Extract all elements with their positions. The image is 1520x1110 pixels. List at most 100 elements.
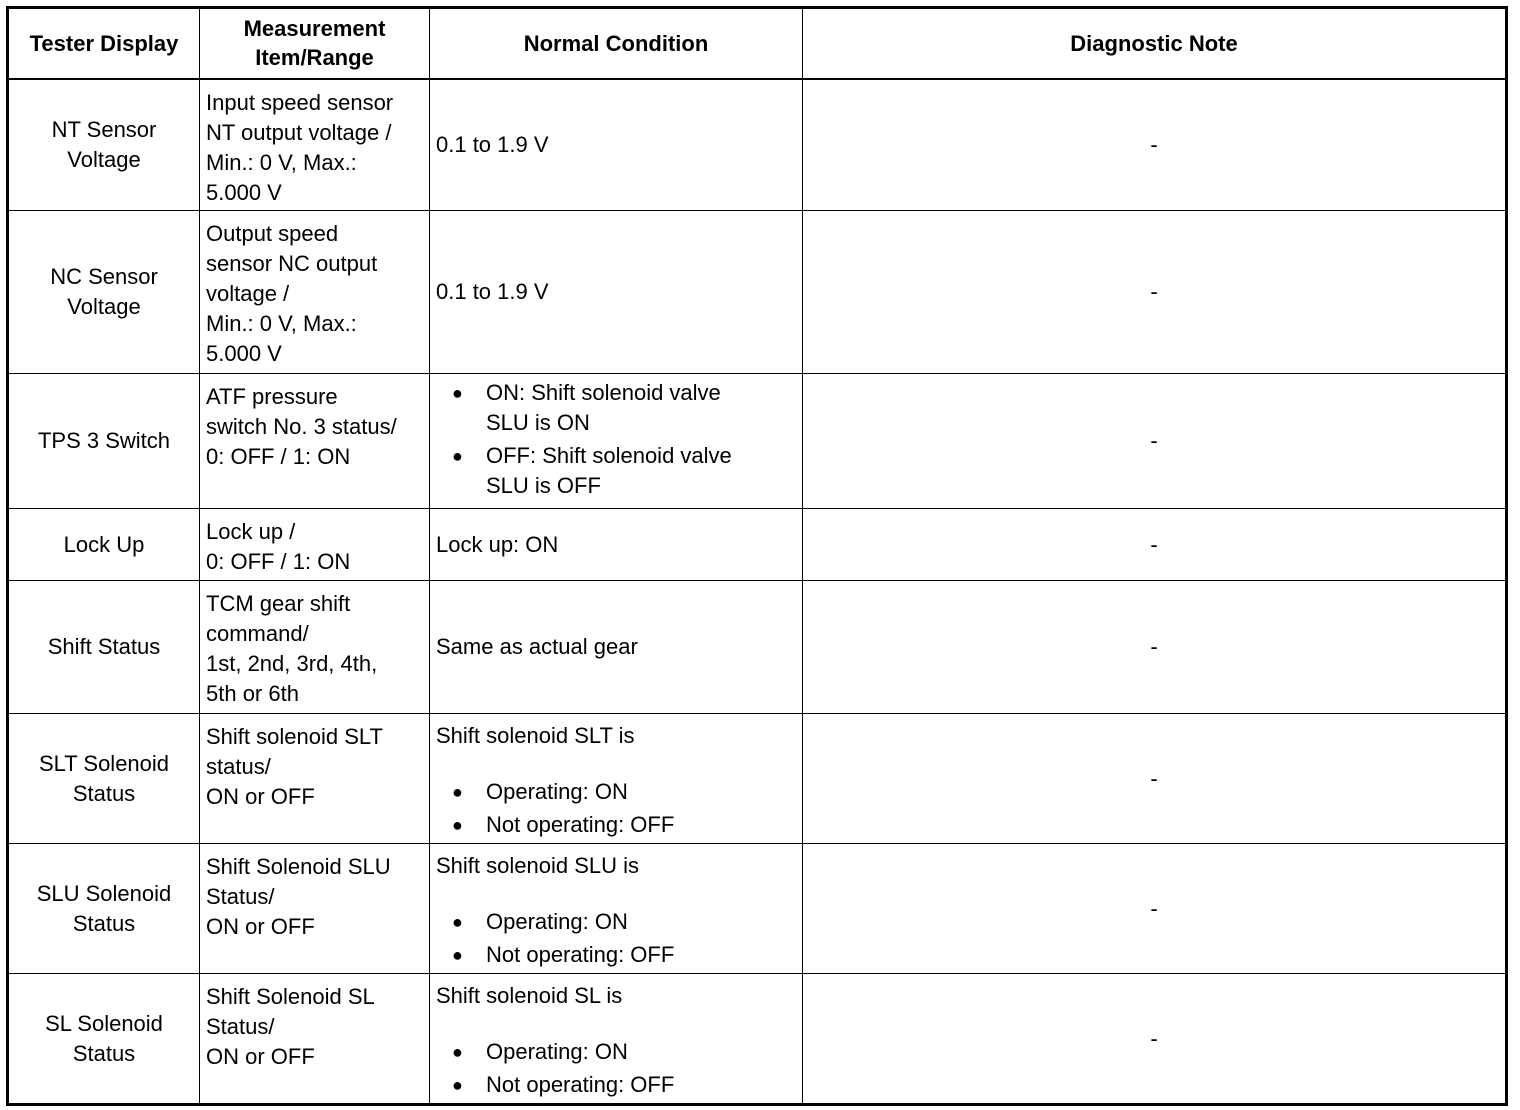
bullet-icon: ● [452, 945, 463, 965]
bullet-list: ● Operating: ON ● Not operating: OFF [436, 1037, 796, 1100]
bullet-line: OFF: Shift solenoid valve [486, 443, 732, 468]
bullet-icon: ● [452, 383, 463, 403]
measurement-cell: TCM gear shift command/1st, 2nd, 3rd, 4th… [199, 580, 430, 714]
measurement-line: ON or OFF [206, 784, 315, 809]
measurement-line: Input speed sensor [206, 89, 394, 115]
normal-condition-cell: Lock up: ON [429, 508, 803, 581]
measurement-line: Shift Solenoid SL [206, 984, 375, 1009]
tester-display-line: NT Sensor [51, 116, 157, 142]
diagnostic-note-cell: - [802, 508, 1507, 581]
measurement-line: Shift Solenoid SLU [206, 854, 391, 879]
measurement-line: 5.000 V [206, 179, 282, 205]
header-diagnostic-note: Diagnostic Note [802, 7, 1507, 80]
measurement-line: voltage / [206, 281, 290, 306]
bullet-item: ● OFF: Shift solenoid valve SLU is OFF [436, 441, 796, 501]
tester-display-line: Lock Up [63, 531, 145, 557]
measurement-line: status/ [206, 754, 271, 779]
normal-condition-intro: Shift solenoid SLT is [436, 723, 635, 748]
measurement-line: sensor NC output [206, 251, 378, 276]
measurement-line: ON or OFF [206, 914, 315, 939]
measurement-cell: Shift Solenoid SL Status/ON or OFF [199, 973, 430, 1105]
tester-display-line: SLT Solenoid [38, 750, 170, 776]
tester-display-cell: TPS 3 Switch [7, 373, 200, 509]
normal-condition-text: 0.1 to 1.9 V [436, 131, 549, 157]
bullet-line: Operating: ON [486, 779, 628, 804]
normal-condition-cell: ● ON: Shift solenoid valve SLU is ON ● OFF: … [429, 373, 803, 509]
measurement-line: Min.: 0 V, Max.: [206, 311, 357, 336]
tester-display-cell: SLT Solenoid Status [7, 713, 200, 844]
bullet-icon: ● [452, 1042, 463, 1062]
normal-condition-intro: Shift solenoid SL is [436, 983, 623, 1008]
tester-display-line: SL Solenoid [45, 1010, 163, 1036]
normal-condition-text: 0.1 to 1.9 V [436, 279, 549, 304]
measurement-line: 0: OFF / 1: ON [206, 549, 351, 574]
table-row: SLT Solenoid Status Shift solenoid SLT stat… [7, 713, 1507, 844]
measurement-line: NT output voltage / [206, 119, 392, 145]
diagnostic-note-cell: - [802, 373, 1507, 509]
bullet-line: Operating: ON [486, 1039, 628, 1064]
bullet-item: ● Not operating: OFF [436, 810, 796, 840]
table-row: NT Sensor Voltage Input speed sensor NT out… [7, 78, 1507, 211]
tester-display-line: Status [72, 910, 136, 936]
bullet-item: ● Not operating: OFF [436, 940, 796, 970]
tester-display-line: SLU Solenoid [36, 880, 172, 906]
tester-display-line: Status [72, 1040, 136, 1066]
bullet-icon: ● [452, 912, 463, 932]
measurement-line: Status/ [206, 1014, 275, 1039]
measurement-cell: Shift Solenoid SLU Status/ON or OFF [199, 843, 430, 974]
table-row: SLU Solenoid Status Shift Solenoid SLU Stat… [7, 843, 1507, 974]
normal-condition-cell: Shift solenoid SLT is ● Operating: ON ● Not … [429, 713, 803, 844]
bullet-list: ● Operating: ON ● Not operating: OFF [436, 777, 796, 840]
diagnostic-note-cell: - [802, 78, 1507, 211]
measurement-line: Shift solenoid SLT [206, 724, 383, 749]
measurement-line: command/ [206, 621, 309, 646]
table-row: Shift Status TCM gear shift command/1st, 2… [7, 580, 1507, 714]
tester-display-line: Status [72, 780, 136, 806]
diagnostic-note-cell: - [802, 843, 1507, 974]
bullet-icon: ● [452, 815, 463, 835]
measurement-line: TCM gear shift [206, 591, 351, 616]
measurement-cell: Lock up / 0: OFF / 1: ON [199, 508, 430, 581]
table-row: Lock Up Lock up / 0: OFF / 1: ON Lock up: O… [7, 508, 1507, 581]
normal-condition-cell: Same as actual gear [429, 580, 803, 714]
bullet-line: Not operating: OFF [486, 942, 675, 967]
bullet-line: Not operating: OFF [486, 812, 675, 837]
bullet-line: Not operating: OFF [486, 1072, 675, 1097]
normal-condition-cell: Shift solenoid SLU is ● Operating: ON ● Not … [429, 843, 803, 974]
header-row: Tester Display Measurement Item/Range No… [7, 7, 1507, 80]
measurement-line: 5.000 V [206, 341, 282, 366]
bullet-item: ● ON: Shift solenoid valve SLU is ON [436, 378, 796, 438]
bullet-icon: ● [452, 1075, 463, 1095]
diagnostic-note-cell: - [802, 580, 1507, 714]
bullet-icon: ● [452, 446, 463, 466]
tester-display-line: Shift Status [47, 634, 161, 659]
table-row: NC Sensor Voltage Output speed sensor NC ou… [7, 210, 1507, 374]
tester-display-line: NC Sensor [50, 264, 158, 289]
tester-display-cell: NC Sensor Voltage [7, 210, 200, 374]
header-normal-condition: Normal Condition [429, 7, 803, 80]
normal-condition-cell: Shift solenoid SL is ● Operating: ON ● Not o… [429, 973, 803, 1105]
measurement-cell: Shift solenoid SLT status/ON or OFF [199, 713, 430, 844]
measurement-line: 5th or 6th [206, 681, 299, 706]
measurement-line: Min.: 0 V, Max.: [206, 149, 357, 175]
measurement-cell: ATF pressure switch No. 3 status/0: OFF /… [199, 373, 430, 509]
tester-display-cell: Lock Up [7, 508, 200, 581]
diagnostic-data-table: Tester Display Measurement Item/Range No… [6, 6, 1508, 1106]
bullet-line: SLU is ON [486, 410, 590, 435]
normal-condition-text: Same as actual gear [436, 634, 638, 659]
normal-condition-text: Lock up: ON [436, 531, 559, 557]
measurement-line: Lock up / [206, 519, 296, 544]
header-measurement: Measurement Item/Range [199, 7, 430, 80]
diagnostic-note-cell: - [802, 210, 1507, 374]
diagnostic-note-cell: - [802, 713, 1507, 844]
table-row: SL Solenoid Status Shift Solenoid SL Status… [7, 973, 1507, 1105]
normal-condition-intro: Shift solenoid SLU is [436, 853, 639, 878]
tester-display-line: TPS 3 Switch [37, 428, 171, 453]
measurement-line: ON or OFF [206, 1044, 315, 1069]
tester-display-line: Voltage [67, 146, 141, 172]
bullet-line: ON: Shift solenoid valve [486, 380, 721, 405]
bullet-icon: ● [452, 782, 463, 802]
table-row: TPS 3 Switch ATF pressure switch No. 3 sta… [7, 373, 1507, 509]
measurement-line: 1st, 2nd, 3rd, 4th, [206, 651, 378, 676]
normal-condition-cell: 0.1 to 1.9 V [429, 78, 803, 211]
